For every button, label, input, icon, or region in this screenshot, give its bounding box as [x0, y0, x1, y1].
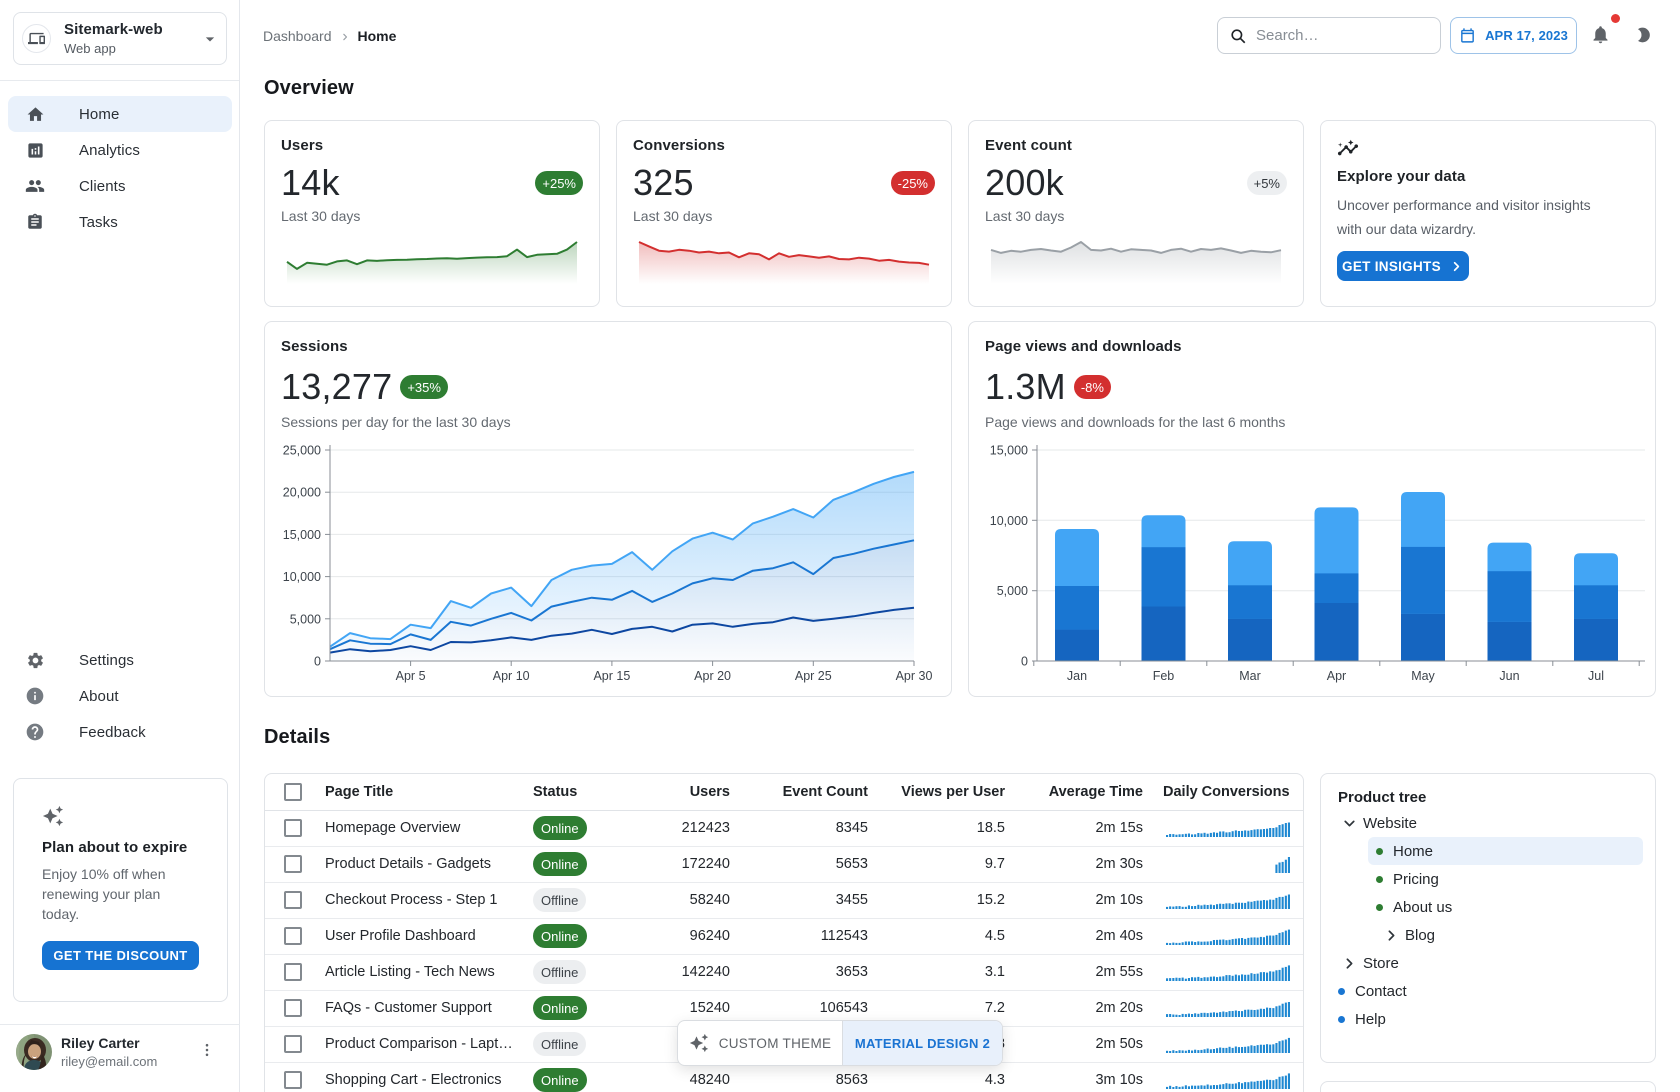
svg-text:Apr 30: Apr 30	[896, 669, 933, 683]
svg-text:25,000: 25,000	[283, 444, 321, 458]
svg-text:May: May	[1411, 669, 1435, 683]
svg-text:Apr: Apr	[1327, 669, 1346, 683]
svg-text:Jan: Jan	[1067, 669, 1087, 683]
svg-text:20,000: 20,000	[283, 486, 321, 500]
svg-text:5,000: 5,000	[290, 612, 321, 626]
svg-text:Apr 5: Apr 5	[396, 669, 426, 683]
svg-text:10,000: 10,000	[283, 570, 321, 584]
svg-text:Apr 20: Apr 20	[694, 669, 731, 683]
svg-text:15,000: 15,000	[283, 528, 321, 542]
svg-text:Mar: Mar	[1239, 669, 1261, 683]
svg-text:Apr 25: Apr 25	[795, 669, 832, 683]
svg-text:5,000: 5,000	[997, 584, 1028, 598]
svg-text:Apr 15: Apr 15	[593, 669, 630, 683]
svg-text:15,000: 15,000	[990, 444, 1028, 458]
svg-text:0: 0	[314, 655, 321, 669]
svg-text:0: 0	[1021, 655, 1028, 669]
svg-text:10,000: 10,000	[990, 514, 1028, 528]
svg-text:Apr 10: Apr 10	[493, 669, 530, 683]
svg-text:Feb: Feb	[1153, 669, 1175, 683]
svg-text:Jun: Jun	[1499, 669, 1519, 683]
svg-text:Jul: Jul	[1588, 669, 1604, 683]
